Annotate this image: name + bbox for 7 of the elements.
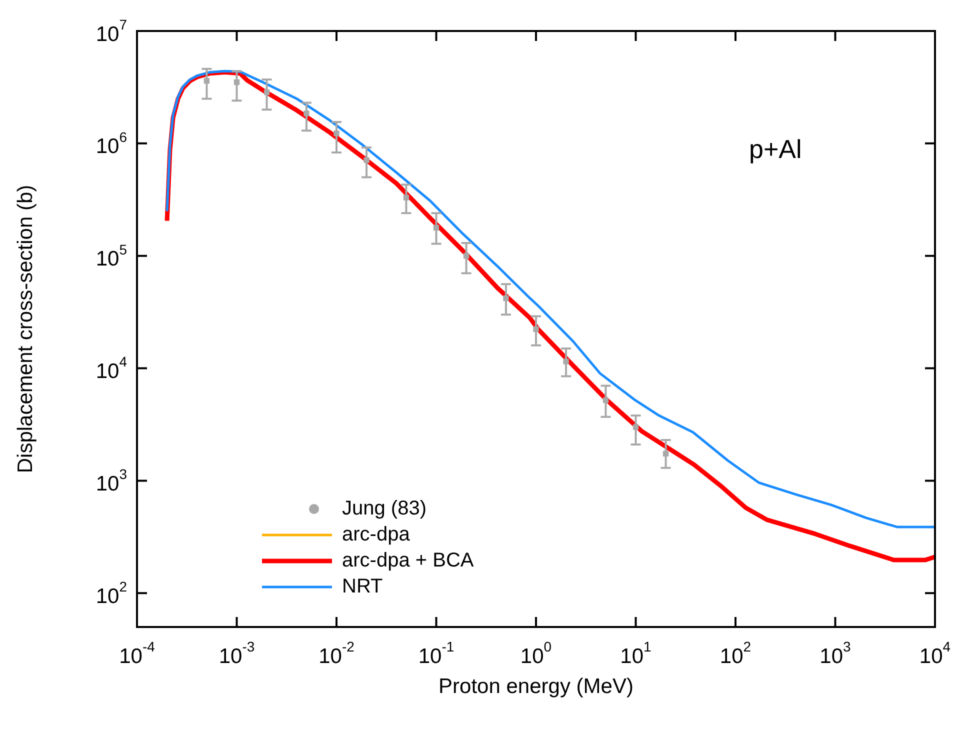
y-axis-title: Displacement cross-section (b) xyxy=(14,184,37,474)
legend-label: arc-dpa xyxy=(342,524,411,546)
x-axis-title: Proton energy (MeV) xyxy=(438,674,634,698)
legend-label: NRT xyxy=(342,576,383,598)
legend-label: Jung (83) xyxy=(342,498,426,520)
legend-label: arc-dpa + BCA xyxy=(342,550,474,572)
annotation: p+Al xyxy=(749,134,802,164)
